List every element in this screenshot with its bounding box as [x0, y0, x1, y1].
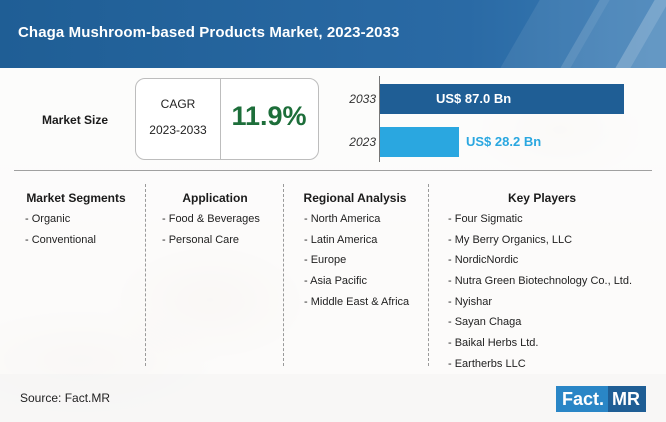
bar-category-label: 2023 [349, 135, 376, 149]
footer-bar [0, 374, 666, 422]
header-banner: Chaga Mushroom-based Products Market, 20… [0, 0, 666, 68]
chart-axis-line [379, 76, 380, 162]
list-item: - Four Sigmatic [448, 213, 523, 225]
cagr-box: CAGR 2023-2033 11.9% [135, 78, 319, 160]
column-heading: Market Segments [26, 191, 126, 205]
list-item: - Latin America [304, 233, 378, 246]
list-item: - Conventional [25, 233, 96, 246]
column-heading: Application [182, 191, 248, 205]
column-heading: Key Players [507, 191, 577, 205]
market-size-label: Market Size [42, 113, 109, 127]
cagr-label: CAGR [160, 97, 196, 111]
column-key-players: Key Players - Four Sigmatic - My Berry Org… [436, 191, 648, 378]
column-divider [428, 184, 429, 366]
list-item: - Eartherbs LLC [448, 357, 526, 370]
list-item: - Organic [25, 213, 71, 225]
list-item: - Nyishar [448, 295, 493, 308]
list-item: - Food & Beverages [162, 213, 260, 225]
cagr-period: 2023-2033 [149, 123, 207, 137]
bar-category-label: 2033 [349, 92, 376, 106]
logo-part-2: MR [608, 386, 647, 412]
list-item: - Europe [304, 254, 347, 267]
list-item: - NordicNordic [448, 254, 519, 267]
content-panel [0, 68, 666, 374]
list-item: - Asia Pacific [304, 275, 367, 288]
page-title: Chaga Mushroom-based Products Market, 20… [18, 24, 400, 41]
source-text: Source: Fact.MR [20, 391, 111, 405]
column-market-segments: Market Segments - Organic - Conventional [20, 191, 132, 253]
factmr-logo: Fact. MR [556, 386, 647, 412]
list-item: - Baikal Herbs Ltd. [448, 337, 539, 350]
cagr-divider [220, 79, 221, 159]
list-item: - Personal Care [162, 233, 240, 246]
bar-2023 [380, 127, 459, 157]
list-item: - Nutra Green Biotechnology Co., Ltd. [448, 275, 633, 288]
logo-part-1: Fact. [556, 386, 609, 412]
column-divider [283, 184, 284, 366]
column-divider [145, 184, 146, 366]
list-item: - Middle East & Africa [304, 295, 410, 308]
list-item: - My Berry Organics, LLC [448, 233, 573, 246]
bar-2033 [380, 84, 624, 114]
bar-value-label: US$ 28.2 Bn [466, 134, 542, 149]
column-heading: Regional Analysis [303, 191, 407, 205]
bar-value-label: US$ 87.0 Bn [436, 91, 512, 106]
section-divider [14, 170, 652, 171]
column-application: Application - Food & Beverages - Personal … [155, 191, 275, 253]
column-regional-analysis: Regional Analysis - North America - Latin … [290, 191, 420, 315]
cagr-value: 11.9% [231, 101, 307, 131]
list-item: - Sayan Chaga [448, 316, 522, 329]
list-item: - North America [304, 213, 381, 225]
